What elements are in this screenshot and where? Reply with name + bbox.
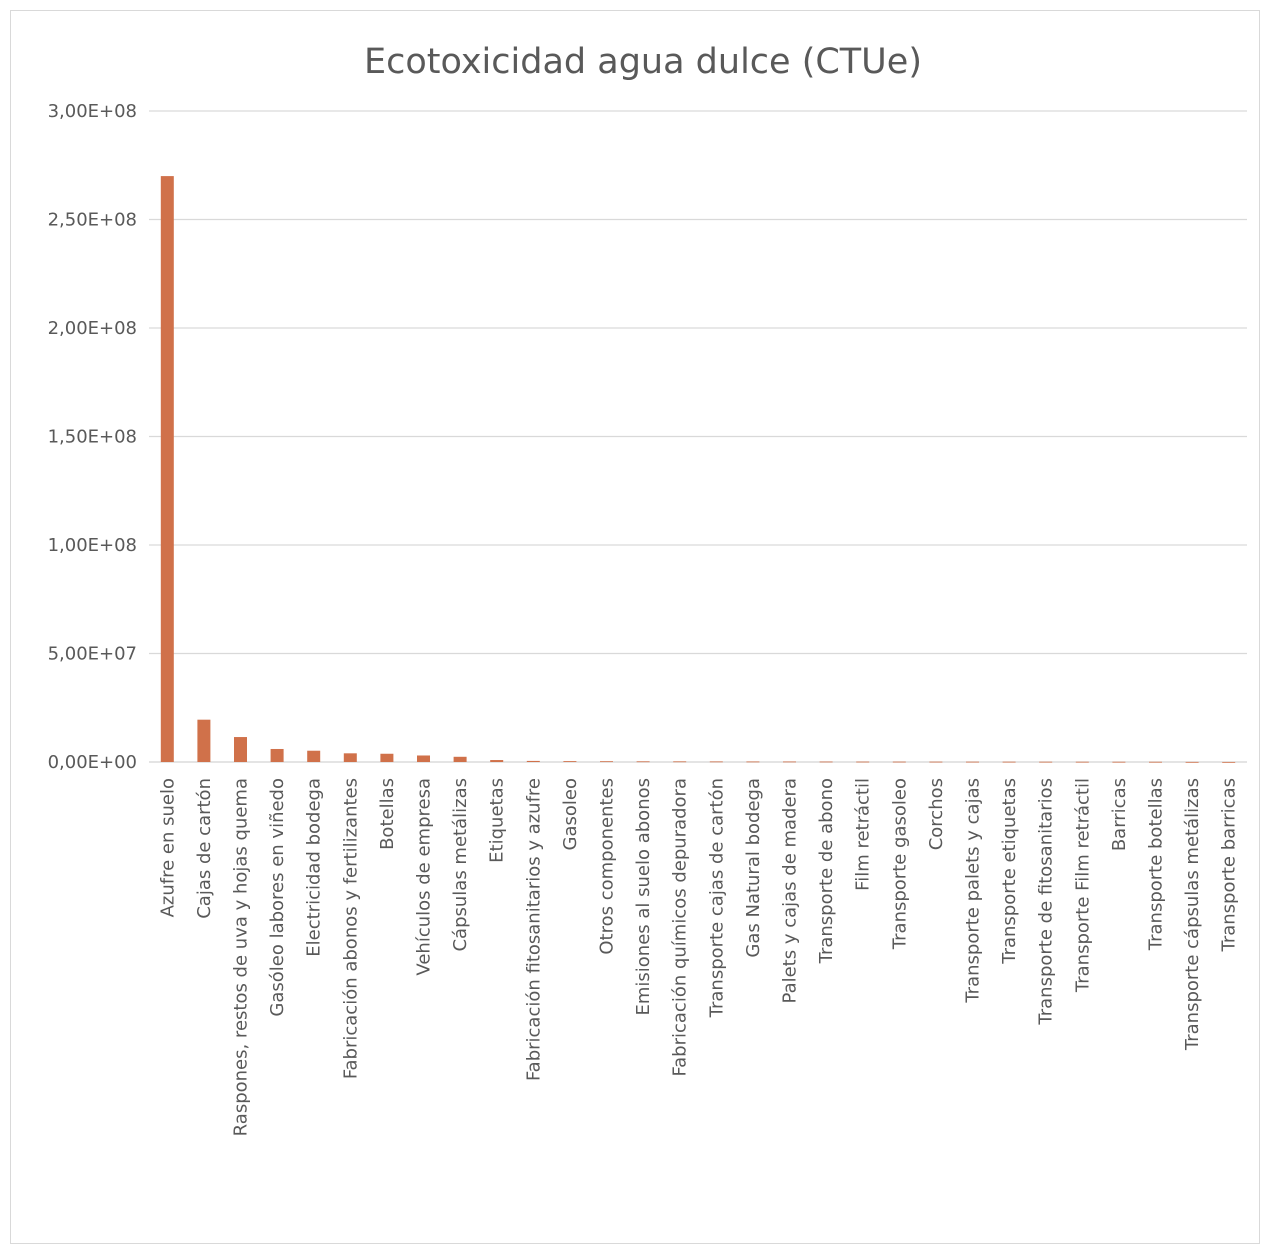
- y-tick-label: 3,00E+08: [48, 101, 137, 122]
- x-tick-label: Raspones, restos de uva y hojas quema: [231, 778, 252, 1136]
- x-tick-label: Transporte palets y cajas: [963, 778, 984, 1004]
- bar: [892, 761, 906, 763]
- x-tick-label: Transporte de abono: [816, 778, 837, 964]
- bar: [783, 761, 796, 763]
- x-tick-label: Cápsulas metálizas: [450, 778, 471, 952]
- bars: [160, 176, 1236, 763]
- bar: [929, 761, 943, 763]
- x-tick-label: Transporte gasoleo: [889, 778, 910, 950]
- bar: [1039, 761, 1053, 763]
- y-tick-label: 1,50E+08: [48, 427, 137, 448]
- x-tick-label: Gasóleo labores en viñedo: [267, 778, 288, 1017]
- y-tick-label: 2,50E+08: [48, 210, 137, 231]
- x-tick-label: Fabricación abonos y fertilizantes: [340, 778, 361, 1079]
- bar: [453, 756, 467, 762]
- x-tick-label: Otros componentes: [597, 778, 618, 955]
- bar: [380, 753, 394, 762]
- bar: [709, 761, 723, 763]
- bar: [966, 761, 979, 763]
- x-tick-label: Transporte cápsulas metálizas: [1182, 778, 1203, 1051]
- bar: [1222, 761, 1236, 763]
- gridlines: [149, 110, 1247, 763]
- x-tick-label: Gasoleo: [560, 778, 581, 850]
- x-tick-label: Transporte barricas: [1219, 778, 1240, 953]
- bar: [636, 761, 650, 763]
- bar: [197, 719, 211, 762]
- y-tick-label: 2,00E+08: [48, 318, 137, 339]
- x-tick-label: Gas Natural bodega: [743, 778, 764, 958]
- bar: [1112, 761, 1126, 763]
- y-tick-label: 5,00E+07: [48, 644, 137, 665]
- bar: [1185, 761, 1199, 763]
- bar: [856, 761, 870, 763]
- x-tick-label: Transporte Film retráctil: [1072, 778, 1093, 993]
- bar: [1075, 761, 1089, 763]
- bar: [563, 761, 577, 762]
- x-tick-label: Cajas de cartón: [194, 778, 215, 919]
- bar: [746, 761, 760, 763]
- bar: [526, 760, 540, 762]
- x-tick-label: Transporte etiquetas: [999, 778, 1020, 965]
- bar: [234, 737, 247, 762]
- bar: [417, 755, 430, 762]
- bar: [160, 176, 174, 763]
- x-tick-label: Etiquetas: [487, 778, 508, 863]
- x-tick-label: Transporte de fitosanitarios: [1036, 778, 1057, 1026]
- x-tick-label: Film retráctil: [853, 778, 874, 891]
- x-axis-ticks: Azufre en suelo Cajas de cartón Raspones, …: [157, 778, 1239, 1136]
- bar-chart: Ecotoxicidad agua dulce (CTUe) 0,00E+00 5…: [48, 42, 1247, 1136]
- x-tick-label: Azufre en suelo: [157, 778, 178, 917]
- x-tick-label: Barricas: [1109, 778, 1130, 851]
- chart-frame: Ecotoxicidad agua dulce (CTUe) 0,00E+00 5…: [10, 10, 1260, 1244]
- y-tick-label: 1,00E+08: [48, 535, 137, 556]
- chart-title: Ecotoxicidad agua dulce (CTUe): [364, 42, 922, 82]
- bar: [1002, 761, 1016, 763]
- x-tick-label: Electricidad bodega: [304, 778, 325, 957]
- bar: [307, 750, 321, 762]
- bar: [819, 761, 833, 763]
- x-tick-label: Fabricación químicos depuradora: [670, 778, 691, 1077]
- x-tick-label: Fabricación fitosanitarios y azufre: [523, 778, 544, 1081]
- y-axis-ticks: 0,00E+00 5,00E+07 1,00E+08 1,50E+08 2,00E+08…: [48, 101, 137, 773]
- x-tick-label: Palets y cajas de madera: [780, 778, 801, 1003]
- x-tick-label: Corchos: [926, 778, 947, 850]
- bar: [343, 753, 357, 762]
- bar: [270, 748, 284, 762]
- x-tick-label: Botellas: [377, 778, 398, 850]
- x-tick-label: Emisiones al suelo abonos: [633, 778, 654, 1016]
- x-tick-label: Vehículos de empresa: [414, 778, 435, 976]
- bar: [600, 761, 613, 763]
- bar: [1149, 761, 1162, 763]
- x-tick-label: Transporte cajas de cartón: [706, 778, 727, 1018]
- bar: [673, 761, 687, 763]
- x-tick-label: Transporte botellas: [1146, 778, 1167, 951]
- bar: [490, 760, 504, 762]
- y-tick-label: 0,00E+00: [48, 752, 137, 773]
